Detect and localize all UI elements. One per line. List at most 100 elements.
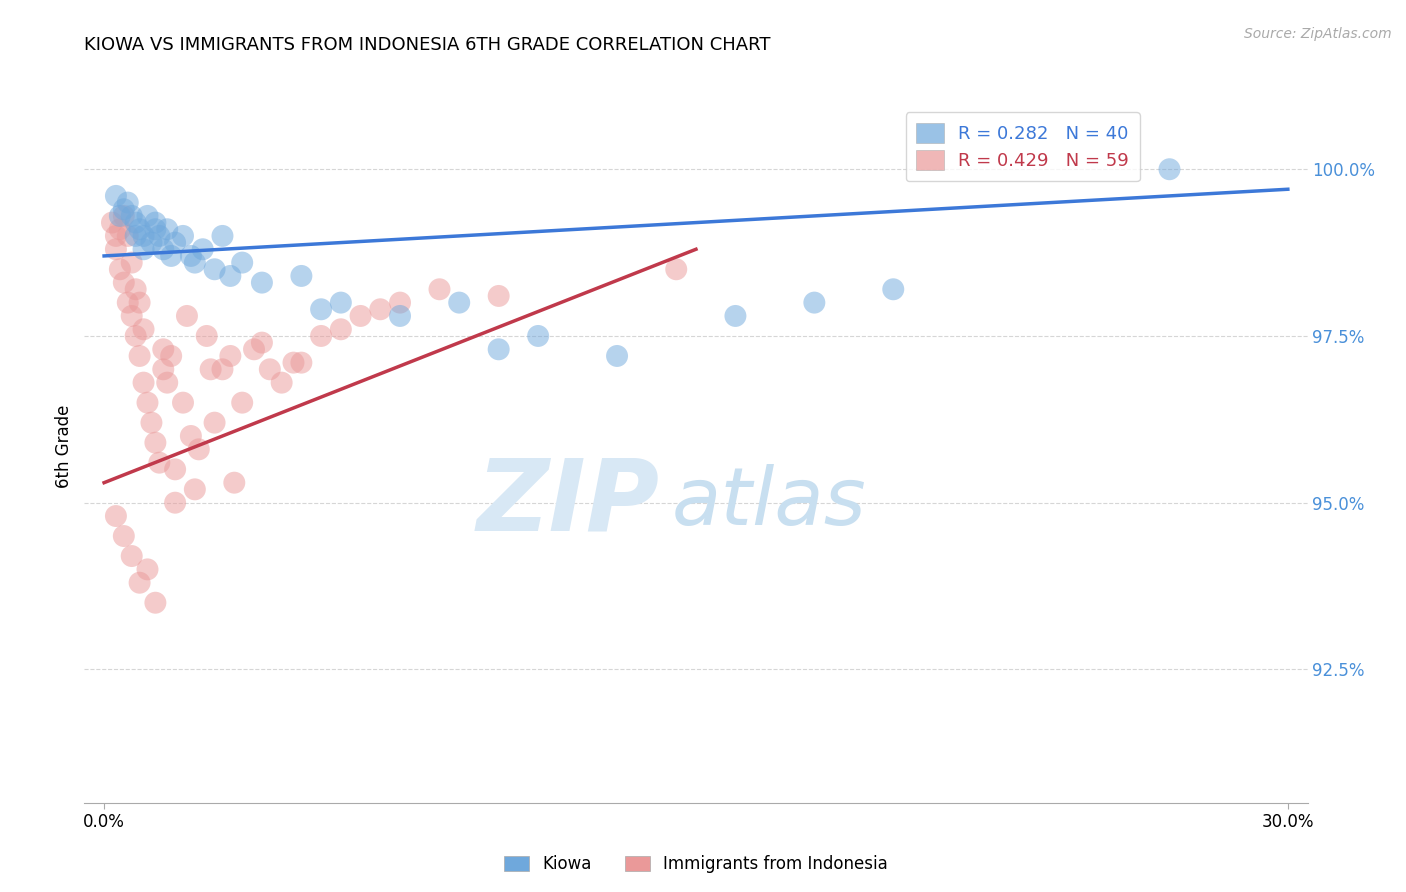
Point — [211, 228, 233, 243]
Point — [108, 222, 131, 236]
Point — [132, 322, 155, 336]
Point — [132, 376, 155, 390]
Point — [121, 255, 143, 269]
Point — [160, 349, 183, 363]
Point — [136, 395, 159, 409]
Point — [606, 349, 628, 363]
Point — [191, 242, 214, 256]
Point — [148, 456, 170, 470]
Point — [141, 235, 163, 250]
Point — [219, 268, 242, 283]
Point — [389, 309, 412, 323]
Point — [108, 262, 131, 277]
Point — [231, 395, 253, 409]
Point — [449, 295, 471, 310]
Point — [121, 549, 143, 563]
Point — [270, 376, 292, 390]
Point — [243, 343, 266, 357]
Point — [259, 362, 281, 376]
Point — [527, 329, 550, 343]
Point — [488, 289, 510, 303]
Point — [145, 222, 167, 236]
Point — [184, 255, 207, 269]
Point — [124, 228, 146, 243]
Point — [219, 349, 242, 363]
Point — [121, 209, 143, 223]
Point — [290, 268, 312, 283]
Point — [368, 302, 391, 317]
Point — [389, 295, 412, 310]
Point — [124, 282, 146, 296]
Point — [112, 529, 135, 543]
Point — [204, 416, 226, 430]
Point — [283, 356, 305, 370]
Point — [112, 209, 135, 223]
Point — [145, 216, 167, 230]
Point — [117, 228, 139, 243]
Point — [160, 249, 183, 263]
Point — [128, 295, 150, 310]
Point — [128, 222, 150, 236]
Point — [429, 282, 451, 296]
Point — [104, 189, 127, 203]
Point — [309, 302, 332, 317]
Point — [165, 462, 187, 476]
Point — [112, 276, 135, 290]
Point — [132, 242, 155, 256]
Point — [132, 228, 155, 243]
Point — [290, 356, 312, 370]
Point — [329, 295, 352, 310]
Point — [165, 235, 187, 250]
Point — [108, 209, 131, 223]
Point — [172, 228, 194, 243]
Point — [165, 496, 187, 510]
Point — [176, 309, 198, 323]
Point — [124, 329, 146, 343]
Point — [148, 228, 170, 243]
Point — [128, 575, 150, 590]
Point — [152, 362, 174, 376]
Point — [172, 395, 194, 409]
Text: ZIP: ZIP — [477, 455, 659, 551]
Point — [349, 309, 371, 323]
Y-axis label: 6th Grade: 6th Grade — [55, 404, 73, 488]
Legend: Kiowa, Immigrants from Indonesia: Kiowa, Immigrants from Indonesia — [498, 849, 894, 880]
Point — [329, 322, 352, 336]
Text: Source: ZipAtlas.com: Source: ZipAtlas.com — [1244, 27, 1392, 41]
Point — [195, 329, 218, 343]
Point — [488, 343, 510, 357]
Point — [104, 228, 127, 243]
Point — [152, 242, 174, 256]
Point — [145, 435, 167, 450]
Point — [724, 309, 747, 323]
Point — [101, 216, 124, 230]
Point — [145, 596, 167, 610]
Point — [117, 195, 139, 210]
Point — [665, 262, 688, 277]
Point — [250, 335, 273, 350]
Point — [180, 429, 202, 443]
Point — [250, 276, 273, 290]
Point — [156, 222, 179, 236]
Point — [136, 562, 159, 576]
Point — [152, 343, 174, 357]
Point — [104, 242, 127, 256]
Point — [121, 309, 143, 323]
Point — [1159, 162, 1181, 177]
Point — [224, 475, 246, 490]
Point — [141, 416, 163, 430]
Point — [309, 329, 332, 343]
Point — [803, 295, 825, 310]
Point — [187, 442, 209, 457]
Point — [156, 376, 179, 390]
Point — [180, 249, 202, 263]
Point — [211, 362, 233, 376]
Text: atlas: atlas — [672, 464, 866, 542]
Point — [184, 483, 207, 497]
Point — [128, 349, 150, 363]
Point — [136, 209, 159, 223]
Point — [117, 295, 139, 310]
Point — [204, 262, 226, 277]
Text: KIOWA VS IMMIGRANTS FROM INDONESIA 6TH GRADE CORRELATION CHART: KIOWA VS IMMIGRANTS FROM INDONESIA 6TH G… — [84, 36, 770, 54]
Point — [231, 255, 253, 269]
